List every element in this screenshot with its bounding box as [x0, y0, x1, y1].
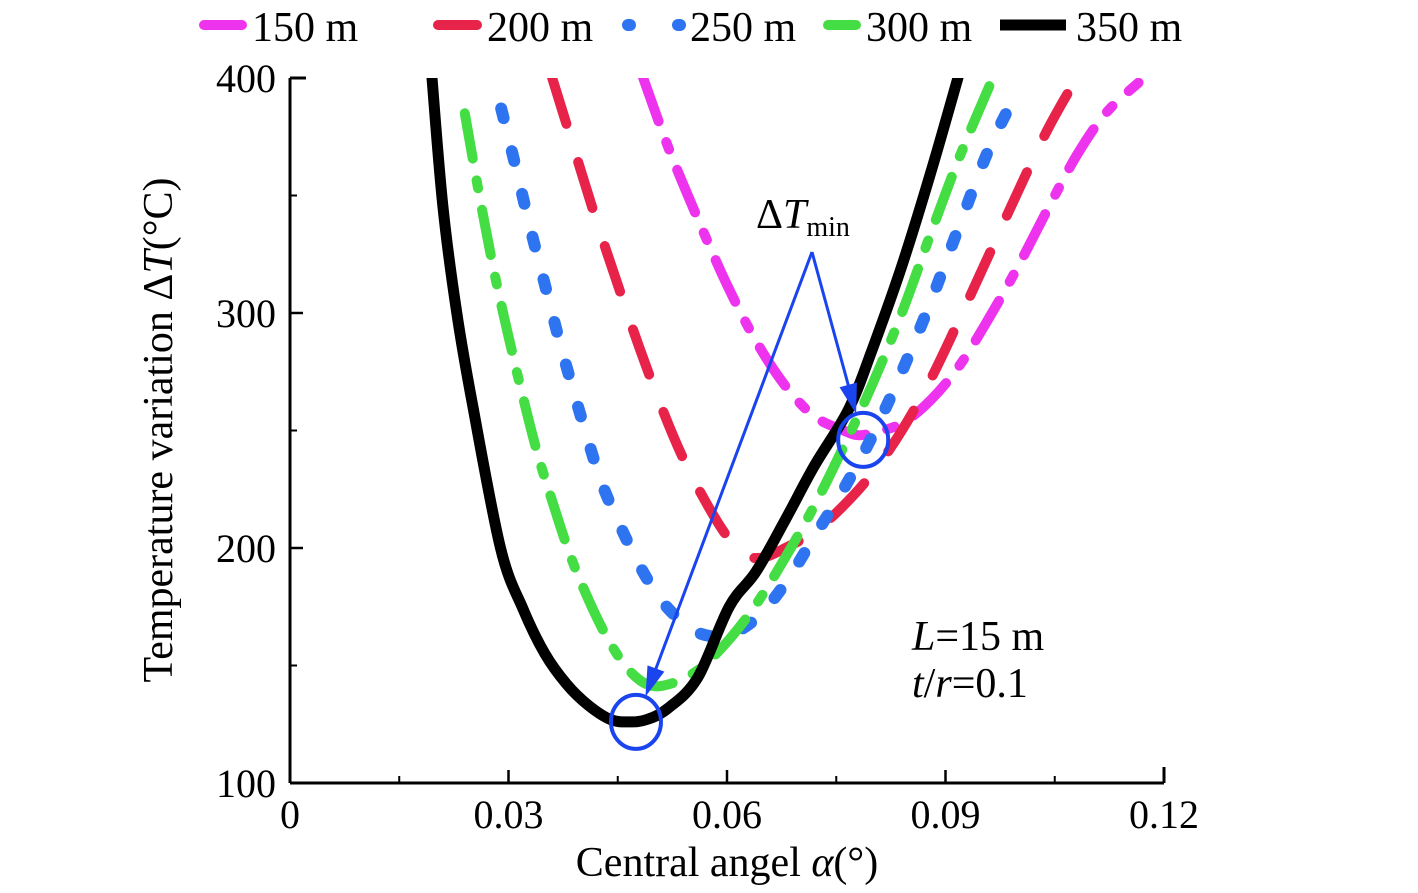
annotation-arrowhead: [839, 382, 857, 414]
legend-label: 350 m: [1076, 5, 1183, 51]
param-ratio-label: t/r=0.1: [912, 661, 1028, 707]
axes: 0 0.03 0.06 0.09 0.12 100 200 300 400: [216, 56, 1199, 837]
y-axis-title: Temperature variation ΔT(°C): [136, 177, 182, 682]
legend-item-350m: 350 m: [1000, 5, 1183, 51]
y-axis-title-label: Temperature variation: [136, 311, 182, 682]
delta-t-min-label: ΔTmin: [756, 192, 850, 243]
x-axis-title-label: Central angel: [576, 840, 801, 886]
annotation-arrow-line: [810, 251, 854, 399]
annotation-arrowhead: [645, 665, 665, 697]
x-tick-label: 0.03: [474, 792, 544, 837]
x-tick-label: 0.12: [1129, 792, 1199, 837]
x-tick-label: 0.06: [692, 792, 762, 837]
x-tick-label: 0: [280, 792, 300, 837]
series-line-250m: [495, 83, 1025, 643]
series-line-350m: [426, 78, 964, 728]
y-tick-label: 200: [216, 526, 276, 571]
legend: 150 m 200 m 250 m 300 m 350 m: [199, 5, 1183, 51]
legend-item-300m: 300 m: [823, 5, 973, 51]
series-layer: [426, 78, 1144, 728]
annotation-arrow-line: [649, 251, 814, 683]
legend-item-200m: 200 m: [433, 5, 594, 51]
param-length-label: L=15 m: [911, 614, 1045, 660]
series-line-300m: [459, 78, 998, 692]
x-axis-title: Central angel α(°): [576, 840, 878, 886]
min-marker-circle: [608, 692, 663, 751]
y-tick-label: 300: [216, 291, 276, 336]
y-tick-label: 100: [216, 761, 276, 806]
annotation-layer: [608, 251, 891, 751]
legend-label: 300 m: [866, 5, 973, 51]
series-line-200m: [547, 78, 1082, 564]
legend-label: 250 m: [690, 5, 797, 51]
series-line-150m: [638, 78, 1144, 441]
y-tick-label: 400: [216, 56, 276, 101]
legend-item-250m: 250 m: [622, 5, 797, 51]
legend-label: 200 m: [487, 5, 594, 51]
legend-label: 150 m: [252, 5, 359, 51]
min-marker-circle: [836, 410, 891, 469]
legend-item-150m: 150 m: [199, 5, 359, 51]
x-tick-label: 0.09: [911, 792, 981, 837]
